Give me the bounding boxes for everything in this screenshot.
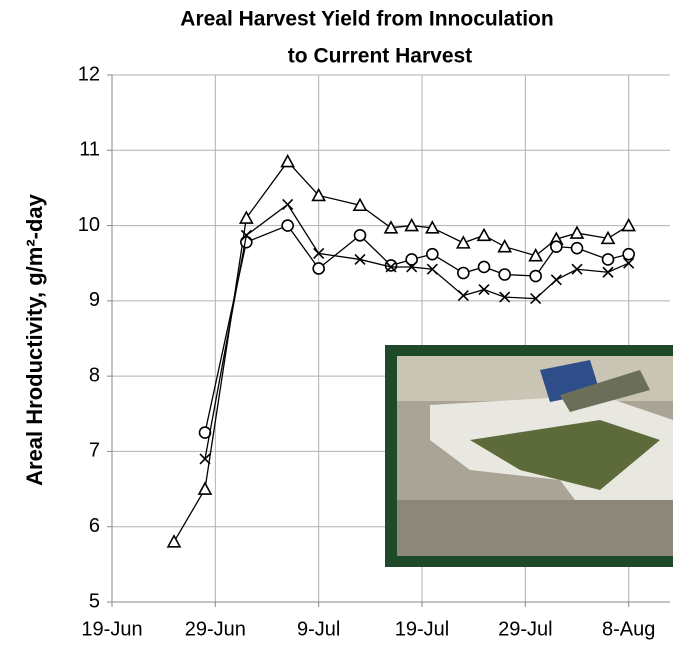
y-tick-label: 6 — [89, 515, 100, 537]
y-tick-label: 7 — [89, 440, 100, 462]
x-tick-label: 9-Jul — [297, 618, 340, 640]
chart: Areal Harvest Yield from Innoculation to… — [0, 0, 673, 651]
circle-marker — [551, 241, 562, 252]
y-tick-label: 12 — [78, 63, 100, 85]
circle-marker — [313, 263, 324, 274]
triangle-marker — [282, 156, 294, 167]
circle-marker — [623, 249, 634, 260]
x-marker — [479, 285, 489, 295]
y-tick-label: 5 — [89, 590, 100, 612]
x-tick-label: 19-Jul — [395, 618, 449, 640]
x-tick-label: 29-Jul — [498, 618, 552, 640]
y-axis-label: Areal Hroductivity, g/m²-day — [22, 193, 47, 486]
circle-marker — [603, 254, 614, 265]
circle-marker — [282, 220, 293, 231]
y-tick-label: 11 — [79, 139, 100, 161]
circle-marker — [572, 243, 583, 254]
inset-photo — [385, 345, 673, 567]
circle-marker — [479, 261, 490, 272]
page: Areal Harvest Yield from Innoculation to… — [0, 0, 673, 651]
photo-ground — [397, 500, 673, 556]
x-marker — [283, 199, 293, 209]
y-tick-label: 10 — [78, 214, 100, 236]
circle-marker — [458, 268, 469, 279]
circle-marker — [427, 249, 438, 260]
y-tick-label: 9 — [89, 289, 100, 311]
triangle-marker — [499, 241, 511, 252]
circle-marker — [355, 230, 366, 241]
circle-marker — [530, 271, 541, 282]
circle-marker — [499, 269, 510, 280]
triangle-marker — [168, 536, 180, 547]
x-marker — [551, 275, 561, 285]
x-tick-label: 19-Jun — [81, 618, 142, 640]
y-tick-label: 8 — [89, 364, 100, 386]
triangle-marker — [571, 227, 583, 238]
triangle-marker — [240, 212, 252, 223]
x-tick-label: 29-Jun — [185, 618, 246, 640]
triangle-marker — [478, 229, 490, 240]
triangle-marker — [457, 237, 469, 248]
triangle-marker — [530, 250, 542, 261]
x-tick-label: 8-Aug — [602, 618, 655, 640]
triangle-marker — [199, 483, 211, 494]
x-marker — [458, 291, 468, 301]
chart-title: to Current Harvest — [288, 45, 472, 68]
chart-title: Areal Harvest Yield from Innoculation — [180, 8, 553, 31]
